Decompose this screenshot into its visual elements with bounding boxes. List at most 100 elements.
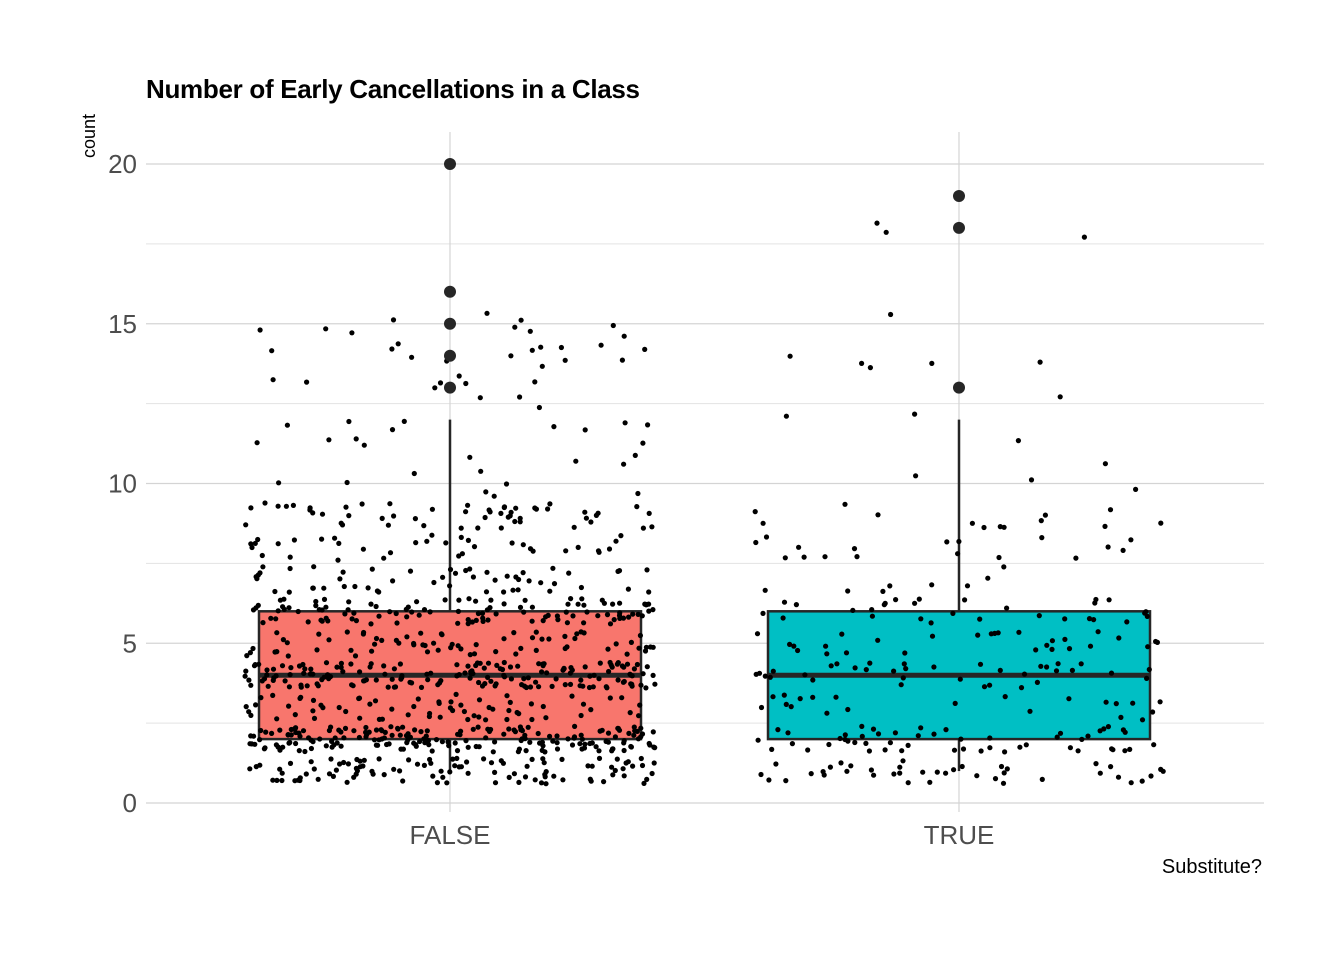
jitter-point [313, 598, 319, 605]
jitter-point [517, 515, 523, 521]
jitter-point [647, 742, 653, 748]
jitter-point [1055, 661, 1061, 667]
jitter-point [376, 756, 382, 762]
jitter-point [780, 615, 786, 621]
jitter-point [760, 610, 766, 617]
jitter-point [511, 771, 517, 777]
jitter-point [554, 740, 560, 746]
jitter-point [636, 713, 642, 719]
jitter-point [634, 728, 640, 735]
jitter-point [758, 771, 764, 778]
jitter-point [1039, 776, 1045, 783]
jitter-point [463, 509, 469, 515]
jitter-point [588, 519, 594, 525]
jitter-point [493, 649, 499, 655]
jitter-point [359, 501, 365, 507]
jitter-point [463, 380, 469, 387]
jitter-point [797, 696, 803, 702]
jitter-point [488, 678, 494, 684]
jitter-point [1002, 749, 1008, 755]
jitter-point [483, 489, 489, 495]
jitter-point [341, 583, 347, 590]
jitter-point [603, 738, 609, 745]
jitter-point [538, 344, 544, 350]
jitter-point [470, 726, 476, 732]
jitter-point [485, 674, 491, 681]
jitter-point [564, 620, 571, 626]
jitter-point [1023, 742, 1029, 748]
jitter-point [1102, 523, 1108, 530]
jitter-point [596, 748, 602, 754]
jitter-point [956, 538, 962, 545]
jitter-point [588, 707, 594, 713]
jitter-point [1057, 394, 1063, 400]
grid-lines [146, 132, 1264, 812]
jitter-point [528, 701, 535, 707]
jitter-point [959, 763, 965, 770]
jitter-point [525, 724, 531, 730]
jitter-point [578, 732, 584, 738]
jitter-point [467, 454, 473, 460]
jitter-point [286, 589, 292, 595]
jitter-point [929, 633, 936, 639]
jitter-point [348, 647, 354, 653]
jitter-point [352, 653, 359, 659]
jitter-point [624, 661, 631, 667]
jitter-point [875, 637, 881, 643]
jitter-point [540, 703, 546, 710]
jitter-point [826, 741, 832, 748]
jitter-point [259, 552, 265, 559]
jitter-point [546, 636, 552, 642]
jitter-point [342, 725, 349, 732]
jitter-point [488, 760, 495, 766]
jitter-point [1115, 774, 1122, 780]
jitter-point [543, 781, 549, 787]
jitter-point [519, 727, 525, 733]
jitter-point [899, 748, 905, 754]
jitter-point [1130, 700, 1136, 706]
jitter-point [513, 505, 519, 511]
jitter-point [442, 597, 448, 603]
jitter-point [912, 600, 918, 606]
jitter-point [920, 769, 926, 775]
jitter-point [488, 597, 494, 603]
jitter-point [767, 674, 773, 680]
jitter-point [569, 667, 575, 673]
jitter-point [754, 631, 761, 637]
jitter-point [1002, 694, 1008, 700]
jitter-point [880, 588, 886, 595]
jitter-point [577, 741, 583, 747]
jitter-point [549, 683, 555, 690]
jitter-point [791, 643, 797, 649]
jitter-point [1108, 764, 1114, 770]
jitter-point [1102, 461, 1108, 467]
jitter-point [310, 585, 316, 591]
jitter-point [340, 669, 346, 675]
jitter-point [254, 440, 260, 446]
jitter-point [375, 742, 381, 748]
jitter-point [273, 616, 279, 622]
jitter-point [365, 585, 371, 591]
outlier-point [444, 349, 456, 362]
jitter-point [975, 632, 981, 638]
jitter-point [977, 661, 984, 667]
jitter-point [805, 747, 811, 753]
jitter-point [367, 701, 373, 707]
jitter-point [538, 780, 545, 786]
jitter-point [506, 726, 512, 732]
jitter-point [501, 636, 507, 642]
jitter-point [543, 715, 549, 721]
jitter-point [346, 418, 352, 425]
jitter-point [353, 436, 359, 442]
jitter-point [372, 698, 379, 704]
jitter-point [465, 663, 471, 669]
jitter-point [248, 733, 254, 739]
jitter-point [338, 729, 344, 735]
jitter-point [598, 342, 604, 348]
jitter-point [788, 704, 794, 710]
jitter-point [1153, 638, 1159, 645]
jitter-point [905, 780, 911, 786]
jitter-point [1116, 635, 1122, 641]
jitter-point [875, 731, 882, 737]
jitter-point [1086, 616, 1093, 622]
